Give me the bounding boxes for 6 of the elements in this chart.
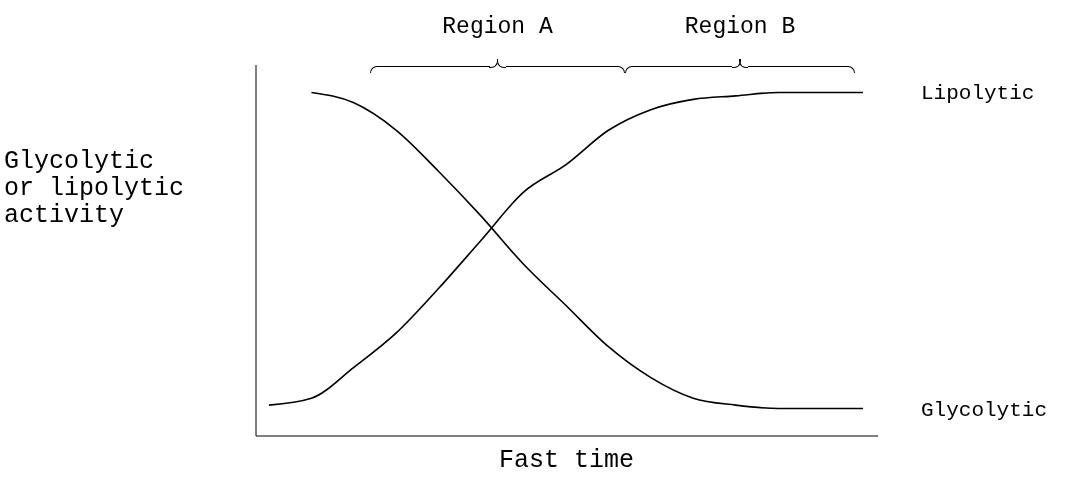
- y-axis-title: Glycolytic or lipolytic activity: [4, 147, 186, 230]
- text: Glycolytic: [921, 398, 1048, 422]
- x-axis-title: Fast time: [498, 446, 635, 475]
- text: Lipolytic: [921, 82, 1035, 106]
- text: Region B: [683, 14, 797, 40]
- text: Region A: [441, 14, 554, 40]
